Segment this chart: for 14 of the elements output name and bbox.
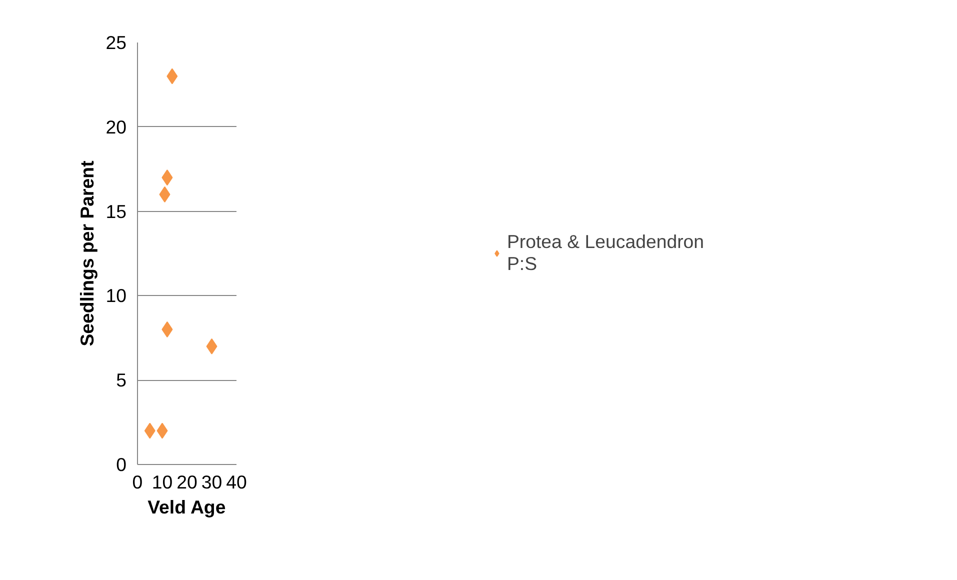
x-tick-label: 10 [152, 472, 173, 492]
x-tick-label: 0 [132, 472, 143, 492]
y-tick-label: 0 [116, 454, 127, 475]
y-tick-label: 20 [106, 116, 127, 138]
x-tick-label: 30 [201, 472, 222, 492]
y-tick-label: 5 [116, 370, 127, 391]
y-tick-label: 10 [106, 285, 127, 306]
legend-label: Protea & Leucadendron P:S [506, 231, 704, 275]
y-tick-label: 15 [106, 200, 127, 222]
y-axis-title: Seedlings per Parent [76, 160, 98, 346]
y-tick-label: 25 [106, 32, 127, 53]
x-tick-label: 40 [226, 472, 247, 492]
x-tick-label: 20 [176, 472, 198, 492]
x-axis-title: Veld Age [148, 496, 226, 518]
